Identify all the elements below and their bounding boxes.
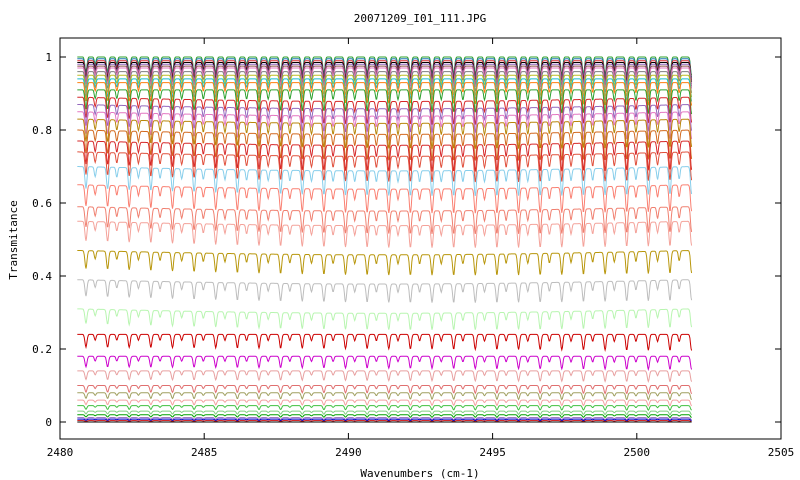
spectrum-series-line — [77, 58, 693, 78]
spectrum-series-line — [77, 67, 693, 89]
x-tick-label: 2490 — [335, 446, 362, 459]
spectrum-series-line — [77, 103, 693, 133]
chart-title: 20071209_I01_111.JPG — [354, 12, 486, 25]
y-tick-label: 0 — [45, 416, 52, 429]
x-axis: 2480 2485 2490 2495 2500 2505 — [47, 38, 795, 459]
x-tick-label: 2495 — [479, 446, 506, 459]
spectrum-series-line — [77, 355, 693, 372]
spectrum-series-line — [77, 385, 693, 395]
x-axis-title: Wavenumbers (cm-1) — [360, 467, 479, 480]
spectrum-series-line — [77, 220, 693, 248]
spectrum-series-line — [77, 417, 692, 421]
spectrum-series-line — [77, 62, 693, 82]
y-tick-label: 0.2 — [32, 343, 52, 356]
spectrum-series-line — [77, 410, 692, 416]
spectrum-series-line — [77, 82, 693, 106]
spectrum-series-line — [77, 184, 693, 214]
plot-frame — [59, 37, 782, 440]
spectrum-series-line — [77, 71, 693, 93]
spectrum-series-line — [77, 206, 693, 234]
spectrum-series-line — [77, 418, 692, 422]
spectrum-series-line — [77, 405, 692, 412]
y-tick-label: 1 — [45, 51, 52, 64]
spectrum-series-line — [77, 420, 692, 423]
spectrum-series-line — [77, 279, 693, 303]
x-tick-label: 2485 — [191, 446, 218, 459]
y-tick-label: 0.8 — [32, 124, 52, 137]
spectrum-series-line — [77, 118, 693, 149]
spectrum-series-line — [77, 60, 693, 80]
spectrum-series-line — [77, 111, 693, 141]
spectrum-series-line — [77, 63, 693, 85]
x-tick-label: 2500 — [624, 446, 651, 459]
spectrum-series-line — [77, 140, 693, 172]
spectrum-series-line — [77, 151, 693, 183]
x-tick-label: 2480 — [47, 446, 74, 459]
spectrum-series-line — [77, 308, 693, 330]
spectrum-series-line — [77, 392, 693, 401]
spectrum-series-line — [77, 74, 693, 98]
spectrum-series-line — [77, 89, 693, 115]
spectrum-series-line — [77, 414, 692, 419]
spectrum-series-line — [77, 166, 693, 196]
y-tick-label: 0.6 — [32, 197, 52, 210]
spectrum-series-line — [77, 370, 693, 384]
y-axis: 0 0.2 0.4 0.6 0.8 1 — [32, 51, 781, 429]
spectrum-series-line — [77, 249, 693, 276]
spectrum-series-line — [77, 399, 693, 407]
spectrum-series-line — [77, 333, 693, 352]
spectrum-series-line — [77, 129, 693, 161]
y-axis-title: Transmitance — [7, 200, 20, 279]
spectrum-series-line — [77, 56, 693, 76]
y-tick-label: 0.4 — [32, 270, 52, 283]
series-layer — [77, 56, 693, 423]
x-tick-label: 2505 — [768, 446, 795, 459]
spectrum-series-line — [77, 78, 693, 102]
spectrum-series-line — [77, 96, 693, 125]
spectrum-series-line — [77, 65, 693, 87]
